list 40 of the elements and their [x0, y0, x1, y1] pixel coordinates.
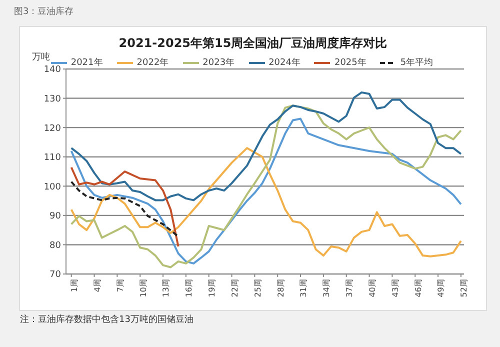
- y-tick-label: 80: [50, 240, 62, 251]
- x-tick-label: 28周: [276, 279, 286, 298]
- legend-label: 2022年: [136, 56, 169, 69]
- y-tick-label: 130: [44, 94, 62, 104]
- x-tick-label: 13周: [162, 279, 171, 298]
- caption: 图3：豆油库存: [14, 6, 74, 18]
- x-tick-label: 49周: [436, 279, 446, 298]
- x-tick-label: 10周: [138, 279, 148, 298]
- x-tick-label: 52周: [460, 279, 469, 298]
- legend-label: 2025年: [333, 56, 366, 69]
- y-tick-label: 140: [44, 65, 62, 76]
- y-axis-title: 万吨: [32, 51, 50, 62]
- y-tick-label: 70: [50, 270, 62, 280]
- y-tick-label: 100: [44, 182, 62, 192]
- y-tick-label: 110: [44, 153, 62, 164]
- legend-label: 2021年: [70, 58, 103, 68]
- y-tick-label: 120: [44, 124, 62, 134]
- x-tick-label: 46周: [414, 279, 423, 298]
- x-tick-label: 40周: [368, 279, 377, 298]
- x-tick-label: 22周: [230, 279, 240, 298]
- chart-title: 2021-2025年第15周全国油厂豆油周度库存对比: [118, 35, 388, 52]
- x-tick-label: 43周: [390, 279, 400, 298]
- line-series: [70, 180, 180, 238]
- x-tick-label: 7周: [116, 279, 125, 292]
- x-tick-label: 16周: [184, 279, 194, 298]
- x-tick-label: 19周: [208, 279, 217, 298]
- text: 注：豆油库存数据中包含13万吨的国储豆油: [20, 314, 194, 326]
- legend-label: 2023年: [202, 56, 235, 69]
- x-tick-label: 31周: [299, 279, 308, 298]
- x-tick-label: 25周: [253, 279, 262, 298]
- line-series: [70, 147, 462, 258]
- x-tick-label: 34周: [322, 279, 332, 298]
- x-tick-label: 1周: [70, 279, 80, 292]
- line-series: [70, 166, 180, 248]
- x-tick-label: 4周: [92, 279, 102, 292]
- y-tick-label: 90: [50, 212, 62, 222]
- line-series: [70, 91, 462, 202]
- legend-label: 5年平均: [399, 56, 434, 69]
- x-tick-label: 37周: [345, 279, 354, 298]
- legend-label: 2024年: [268, 56, 300, 69]
